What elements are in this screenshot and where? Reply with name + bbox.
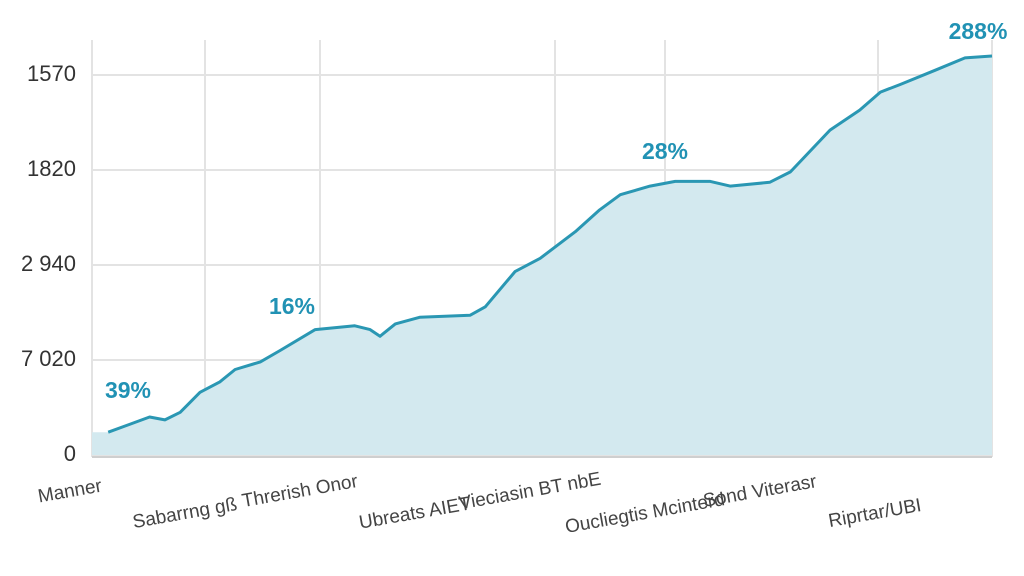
x-tick-label: Sond Viterasr xyxy=(702,471,819,512)
x-tick-label: Sabarrng gß xyxy=(131,494,239,533)
line xyxy=(107,54,993,434)
x-tick-label: Manner xyxy=(36,475,104,507)
y-tick-label: 2 940 xyxy=(21,251,76,276)
x-tick-label: Vieciasin BT nbE xyxy=(457,469,602,515)
area xyxy=(92,56,992,455)
y-tick-label: 1570 xyxy=(27,61,76,86)
y-tick-label: 7 020 xyxy=(21,346,76,371)
y-tick-label: 1820 xyxy=(27,156,76,181)
x-tick-label: Threrish Onor xyxy=(240,471,360,512)
y-tick-label: 0 xyxy=(64,441,76,466)
plot xyxy=(92,54,993,458)
x-tick-label: Riprtar/UBI xyxy=(827,495,923,532)
annotation: 288% xyxy=(949,18,1008,44)
annotation: 16% xyxy=(269,293,315,319)
annotation: 28% xyxy=(642,138,688,164)
annotation: 39% xyxy=(105,377,151,403)
x-tick-label: Ubreats AIET xyxy=(357,493,472,533)
